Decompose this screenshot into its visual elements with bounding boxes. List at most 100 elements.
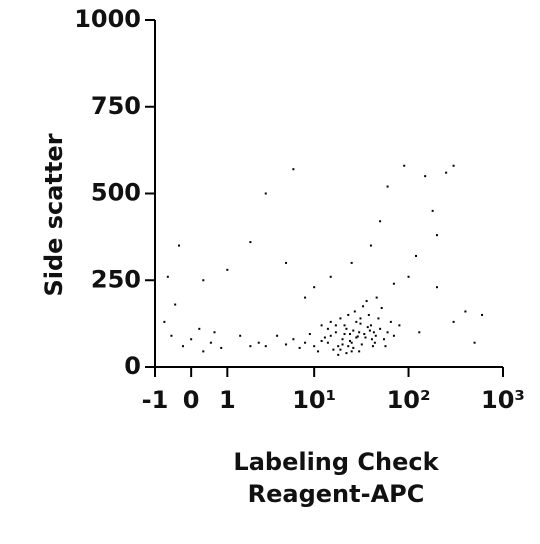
data-point (304, 296, 307, 299)
data-point (334, 324, 337, 327)
y-tick-label: 250 (91, 265, 141, 293)
x-tick-label: 10¹ (292, 386, 336, 414)
data-point (383, 338, 386, 341)
data-point (347, 313, 350, 316)
data-point (320, 339, 323, 342)
data-point (452, 164, 455, 167)
data-point (213, 331, 216, 334)
data-point (326, 341, 329, 344)
data-point (202, 279, 205, 282)
x-tick-label: 1 (219, 386, 236, 414)
data-point (350, 261, 353, 264)
data-point (304, 341, 307, 344)
data-point (407, 275, 410, 278)
data-point (384, 345, 387, 348)
data-point (370, 338, 373, 341)
data-point (380, 307, 383, 310)
data-point (239, 334, 242, 337)
data-point (341, 343, 344, 346)
data-point (249, 345, 252, 348)
data-point (339, 348, 342, 351)
data-point (368, 329, 371, 332)
data-point (369, 324, 372, 327)
data-point (313, 345, 316, 348)
x-tick-label: 0 (183, 386, 200, 414)
data-point (392, 334, 395, 337)
data-point (386, 185, 389, 188)
data-point (481, 313, 484, 316)
data-point (355, 320, 358, 323)
data-point (362, 305, 365, 308)
data-point (435, 286, 438, 289)
data-point (264, 192, 267, 195)
y-tick-label: 0 (124, 352, 141, 380)
data-point (220, 346, 223, 349)
data-point (389, 320, 392, 323)
data-point (377, 317, 380, 320)
data-point (392, 282, 395, 285)
y-tick-label: 750 (91, 92, 141, 120)
data-point (379, 327, 382, 330)
data-point (339, 317, 342, 320)
data-point (360, 343, 363, 346)
data-point (298, 346, 301, 349)
data-point (445, 171, 448, 174)
data-point (374, 334, 377, 337)
y-axis-label: Side scatter (40, 133, 68, 296)
data-point (415, 254, 418, 257)
data-point (398, 324, 401, 327)
data-point (317, 350, 320, 353)
data-point (341, 338, 344, 341)
data-point (431, 209, 434, 212)
data-point (350, 341, 353, 344)
data-point (464, 310, 467, 313)
data-point (367, 313, 370, 316)
data-point (202, 350, 205, 353)
data-point (371, 345, 374, 348)
y-tick-label: 1000 (74, 5, 141, 33)
data-point (329, 275, 332, 278)
y-tick-label: 500 (91, 179, 141, 207)
data-point (285, 343, 288, 346)
data-point (292, 168, 295, 171)
data-point (226, 268, 229, 271)
data-point (369, 244, 372, 247)
data-point (350, 350, 353, 353)
data-point (473, 341, 476, 344)
data-point (190, 338, 193, 341)
x-axis-label: Labeling Check (233, 448, 439, 476)
data-point (359, 322, 362, 325)
data-point (356, 335, 359, 338)
data-point (358, 350, 361, 353)
data-point (343, 333, 346, 336)
data-point (366, 326, 369, 329)
data-point (355, 336, 358, 339)
data-point (198, 327, 201, 330)
data-point (373, 341, 376, 344)
data-point (365, 300, 368, 303)
data-point (276, 334, 279, 337)
data-point (163, 320, 166, 323)
data-point (372, 331, 375, 334)
data-point (182, 345, 185, 348)
data-point (363, 333, 366, 336)
x-tick-label: 10³ (481, 386, 525, 414)
data-point (352, 346, 355, 349)
data-point (345, 327, 348, 330)
data-point (334, 331, 337, 334)
data-point (352, 329, 355, 332)
data-point (329, 320, 332, 323)
data-point (359, 317, 362, 320)
data-point (329, 334, 332, 337)
data-point (424, 175, 427, 178)
data-point (337, 345, 340, 348)
data-point (308, 333, 311, 336)
data-point (292, 338, 295, 341)
data-point (379, 220, 382, 223)
x-tick-label: 10² (387, 386, 431, 414)
data-point (166, 275, 169, 278)
data-point (323, 336, 326, 339)
data-point (178, 244, 181, 247)
data-point (349, 339, 352, 342)
